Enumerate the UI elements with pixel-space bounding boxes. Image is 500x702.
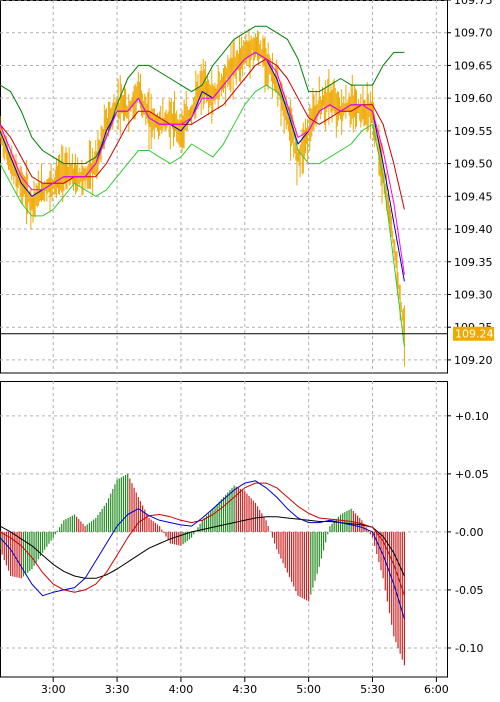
oscillator-panel: +0.10 +0.05 -0.00 -0.05 -0.10: [0, 381, 489, 678]
x-tick-label: 5:30: [360, 683, 385, 696]
price-y-tick-label: 109.55: [454, 125, 493, 138]
x-tick-label: 3:30: [105, 683, 130, 696]
x-tick-label: 6:00: [424, 683, 449, 696]
price-line-band-lower: [0, 84, 405, 347]
price-y-tick-label: 109.60: [454, 92, 493, 105]
x-tick-label: 4:30: [232, 683, 257, 696]
price-y-tick-label: 109.65: [454, 59, 493, 72]
osc-y-tick-label: +0.05: [455, 468, 489, 481]
osc-line-b: [0, 482, 405, 596]
price-bars: [0, 28, 405, 367]
x-tick-label: 4:00: [169, 683, 194, 696]
osc-line-a: [0, 480, 405, 620]
price-y-tick-label: 109.30: [454, 288, 493, 301]
price-y-tick-label: 109.35: [454, 256, 493, 269]
price-y-tick-label: 109.45: [454, 190, 493, 203]
price-line-ma-mid: [0, 51, 405, 275]
price-y-tick-label: 109.75: [454, 0, 493, 7]
price-line-band-upper: [0, 25, 405, 165]
price-y-tick-label: 109.70: [454, 27, 493, 40]
price-line-ma-slow: [0, 58, 405, 210]
last-price-badge: [453, 326, 494, 341]
x-tick-label: 3:00: [41, 683, 66, 696]
price-y-tick-label: 109.20: [454, 354, 493, 367]
price-y-tick-label: 109.50: [454, 158, 493, 171]
osc-y-tick-label: -0.05: [455, 584, 483, 597]
time-axis: 3:00 3:30 4:00 4:30 5:00 5:30 6:00: [41, 677, 449, 696]
last-price-label: 109.24: [455, 328, 494, 341]
osc-y-tick-label: -0.10: [455, 642, 483, 655]
x-tick-label: 5:00: [296, 683, 321, 696]
price-panel: 109.20109.25109.30109.35109.40109.45109.…: [0, 0, 494, 374]
osc-y-tick-label: -0.00: [455, 526, 483, 539]
price-y-tick-label: 109.40: [454, 223, 493, 236]
osc-y-tick-label: +0.10: [455, 410, 489, 423]
